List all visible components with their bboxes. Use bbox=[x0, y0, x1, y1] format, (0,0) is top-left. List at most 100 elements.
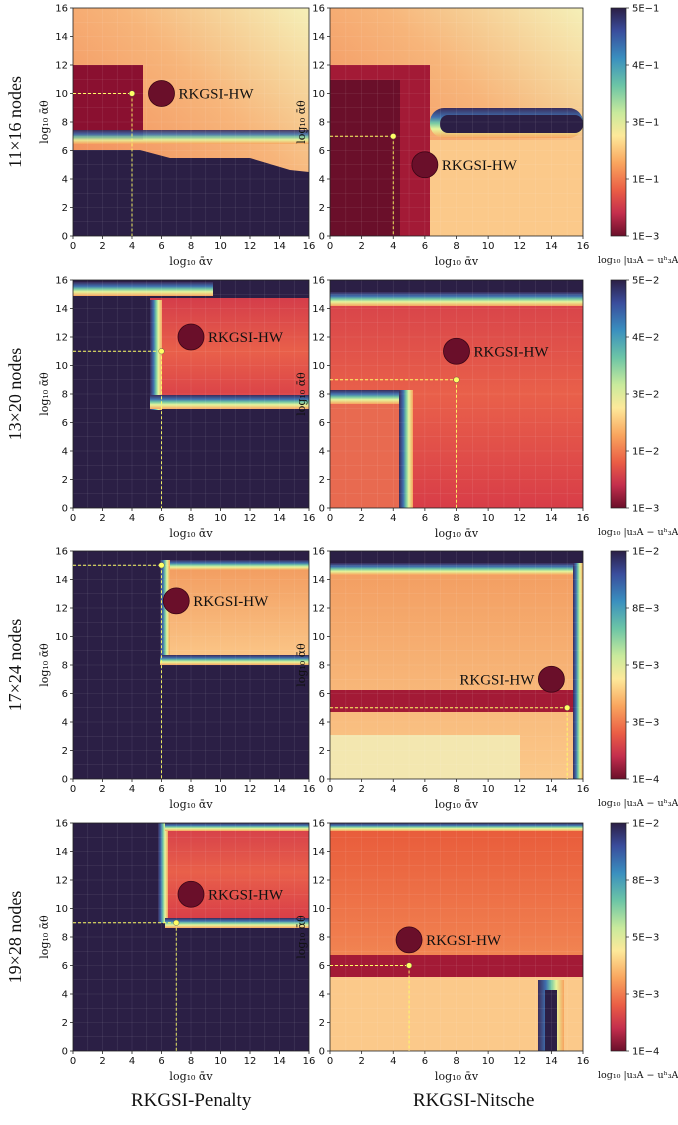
y-tick-label-r2c0: 16 bbox=[55, 547, 68, 558]
y-axis-label-r0c0: log₁₀ ᾱθ bbox=[38, 100, 51, 144]
colorbar-tick-label-r0c1: 3E−1 bbox=[632, 118, 659, 129]
y-tick-label-r2c0: 0 bbox=[62, 775, 68, 786]
column-title-nitsche: RKGSI-Nitsche bbox=[413, 1090, 535, 1111]
row-label-2: 17×24 nodes bbox=[5, 619, 25, 712]
x-axis-label-r0c0: log₁₀ ᾱv bbox=[169, 255, 213, 268]
marker-label-r2c0: RKGSI-HW bbox=[193, 594, 269, 610]
marker-label-r0c1: RKGSI-HW bbox=[442, 158, 518, 174]
x-tick-label-r2c1: 14 bbox=[545, 784, 558, 795]
y-tick-label-r1c0: 12 bbox=[55, 333, 68, 344]
y-axis-label-r0c1: log₁₀ ᾱθ bbox=[295, 100, 308, 144]
y-tick-label-r3c0: 0 bbox=[62, 1047, 68, 1058]
x-tick-label-r1c1: 10 bbox=[482, 513, 495, 524]
panel-penalty-13x20 bbox=[73, 280, 309, 508]
y-axis-label-r1c1: log₁₀ ᾱθ bbox=[295, 372, 308, 416]
optimum-point-r0c1 bbox=[390, 133, 397, 140]
marker-label-r3c1: RKGSI-HW bbox=[426, 933, 502, 949]
marker-label-r0c0: RKGSI-HW bbox=[179, 87, 255, 103]
colorbar-label-r3c1: log₁₀ |u₃A − uʰ₃A| bbox=[598, 1070, 678, 1081]
y-tick-label-r0c1: 14 bbox=[312, 32, 325, 43]
y-tick-label-r2c0: 4 bbox=[62, 718, 68, 729]
x-tick-label-r2c1: 12 bbox=[513, 784, 526, 795]
colorbar-tick-label-r1c1: 1E−2 bbox=[632, 447, 659, 458]
colorbar-tick-label-r1c1: 5E−2 bbox=[632, 276, 659, 287]
x-tick-label-r1c1: 2 bbox=[358, 513, 364, 524]
panel-penalty-17x24 bbox=[73, 551, 309, 779]
y-tick-label-r2c0: 14 bbox=[55, 575, 68, 586]
y-tick-label-r1c1: 8 bbox=[319, 390, 325, 401]
y-tick-label-r3c1: 4 bbox=[319, 990, 325, 1001]
x-tick-label-r1c1: 4 bbox=[390, 513, 396, 524]
x-axis-label-r1c0: log₁₀ ᾱv bbox=[169, 527, 213, 540]
y-tick-label-r3c0: 2 bbox=[62, 1018, 68, 1029]
x-tick-label-r3c0: 0 bbox=[70, 1056, 76, 1067]
marker-label-r1c1: RKGSI-HW bbox=[474, 344, 550, 360]
optimum-point-r3c0 bbox=[173, 919, 180, 926]
y-tick-label-r2c1: 2 bbox=[319, 746, 325, 757]
marker-circle-r2c0 bbox=[162, 587, 190, 615]
y-tick-label-r1c1: 2 bbox=[319, 475, 325, 486]
y-axis-label-r1c0: log₁₀ ᾱθ bbox=[38, 372, 51, 416]
y-tick-label-r3c0: 8 bbox=[62, 933, 68, 944]
colorbar-tick-label-r0c1: 1E−1 bbox=[632, 175, 659, 186]
x-tick-label-r3c0: 4 bbox=[129, 1056, 135, 1067]
x-tick-label-r0c1: 10 bbox=[482, 241, 495, 252]
y-tick-label-r2c0: 8 bbox=[62, 661, 68, 672]
x-tick-label-r2c1: 10 bbox=[482, 784, 495, 795]
y-tick-label-r1c0: 6 bbox=[62, 418, 68, 429]
y-axis-label-r3c0: log₁₀ ᾱθ bbox=[38, 915, 51, 959]
x-axis-label-r3c0: log₁₀ ᾱv bbox=[169, 1070, 213, 1083]
x-tick-label-r3c0: 14 bbox=[273, 1056, 286, 1067]
x-axis-label-r2c0: log₁₀ ᾱv bbox=[169, 798, 213, 811]
x-tick-label-r2c1: 16 bbox=[577, 784, 590, 795]
x-tick-label-r0c1: 6 bbox=[422, 241, 428, 252]
x-tick-label-r0c1: 4 bbox=[390, 241, 396, 252]
x-tick-label-r3c0: 8 bbox=[188, 1056, 194, 1067]
colorbar-tick-label-r0c1: 5E−1 bbox=[632, 4, 659, 15]
x-tick-label-r3c1: 10 bbox=[482, 1056, 495, 1067]
x-tick-label-r2c0: 6 bbox=[158, 784, 164, 795]
marker-circle-r0c0 bbox=[148, 80, 175, 107]
x-tick-label-r0c0: 12 bbox=[244, 241, 257, 252]
y-tick-label-r0c1: 10 bbox=[312, 89, 325, 100]
y-tick-label-r0c1: 0 bbox=[319, 232, 325, 243]
x-tick-label-r2c1: 4 bbox=[390, 784, 396, 795]
x-tick-label-r3c0: 6 bbox=[158, 1056, 164, 1067]
x-tick-label-r0c1: 14 bbox=[545, 241, 558, 252]
y-tick-label-r0c0: 6 bbox=[62, 146, 68, 157]
marker-circle-r3c0 bbox=[177, 880, 205, 908]
row-label-3: 19×28 nodes bbox=[5, 891, 25, 984]
y-tick-label-r2c1: 4 bbox=[319, 718, 325, 729]
x-tick-label-r1c0: 2 bbox=[99, 513, 105, 524]
y-tick-label-r0c1: 6 bbox=[319, 146, 325, 157]
y-tick-label-r1c1: 14 bbox=[312, 304, 325, 315]
x-tick-label-r1c0: 8 bbox=[188, 513, 194, 524]
x-tick-label-r0c0: 10 bbox=[214, 241, 227, 252]
y-tick-label-r1c0: 14 bbox=[55, 304, 68, 315]
colorbar-tick-label-r2c1: 5E−3 bbox=[632, 661, 659, 672]
x-tick-label-r2c1: 8 bbox=[453, 784, 459, 795]
x-tick-label-r2c0: 12 bbox=[244, 784, 257, 795]
marker-circle-r2c1 bbox=[537, 665, 565, 693]
x-tick-label-r0c0: 14 bbox=[273, 241, 286, 252]
y-tick-label-r1c1: 6 bbox=[319, 418, 325, 429]
y-tick-label-r0c0: 10 bbox=[55, 89, 68, 100]
colorbar-tick-label-r3c1: 5E−3 bbox=[632, 933, 659, 944]
colorbar-tick-label-r2c1: 1E−2 bbox=[632, 547, 659, 558]
row-label-0: 11×16 nodes bbox=[5, 76, 25, 168]
x-tick-label-r0c1: 12 bbox=[513, 241, 526, 252]
colorbar-label-r0c1: log₁₀ |u₃A − uʰ₃A| bbox=[598, 255, 678, 266]
row-label-1: 13×20 nodes bbox=[5, 348, 25, 441]
y-tick-label-r3c1: 14 bbox=[312, 847, 325, 858]
panel-nitsche-19x28 bbox=[330, 823, 583, 1051]
y-tick-label-r2c0: 10 bbox=[55, 632, 68, 643]
x-tick-label-r2c0: 4 bbox=[129, 784, 135, 795]
y-tick-label-r0c0: 4 bbox=[62, 175, 68, 186]
x-tick-label-r0c0: 16 bbox=[303, 241, 316, 252]
x-tick-label-r0c1: 0 bbox=[327, 241, 333, 252]
y-tick-label-r1c1: 10 bbox=[312, 361, 325, 372]
y-tick-label-r3c1: 16 bbox=[312, 819, 325, 830]
y-tick-label-r2c1: 8 bbox=[319, 661, 325, 672]
optimum-point-r1c1 bbox=[453, 376, 460, 383]
y-tick-label-r3c1: 2 bbox=[319, 1018, 325, 1029]
